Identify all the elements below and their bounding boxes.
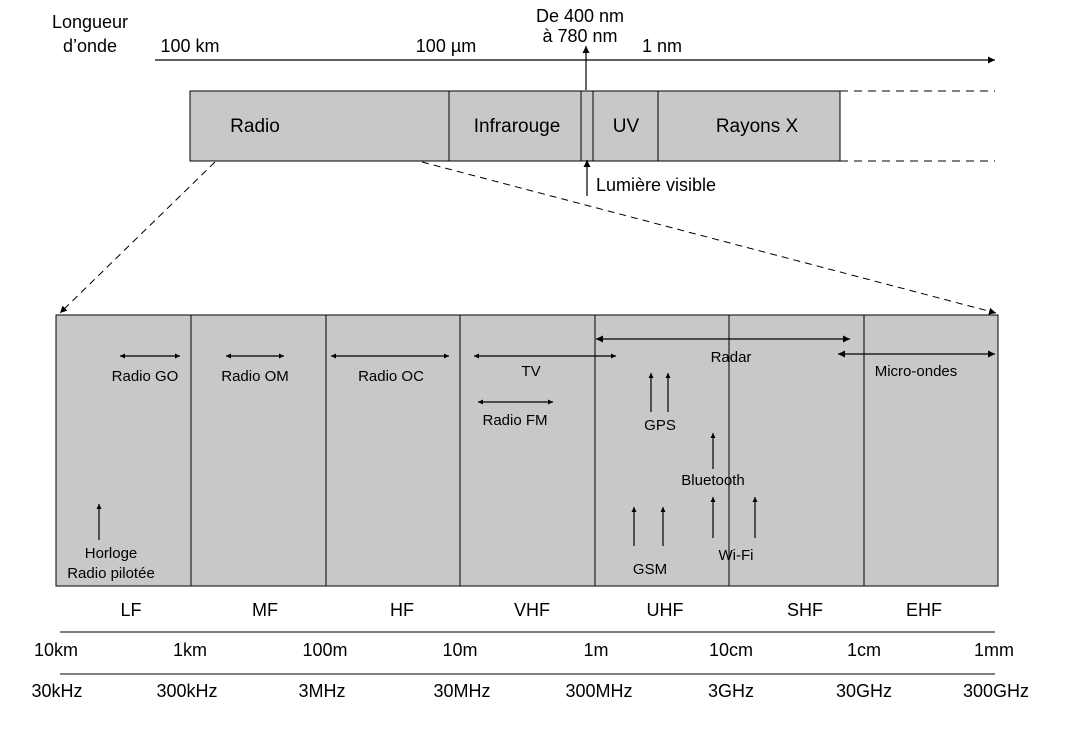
- band-name: HF: [390, 600, 414, 620]
- label-horloge: Horloge: [85, 545, 138, 562]
- label-gsm: GSM: [633, 561, 667, 578]
- label-radio-go: Radio GO: [112, 368, 179, 385]
- frequency-value: 300kHz: [156, 681, 217, 701]
- band-name: LF: [120, 600, 141, 620]
- label-radio-fm: Radio FM: [482, 412, 547, 429]
- wavelength-scale: 10km 1km 100m 10m 1m 10cm 1cm 1mm: [34, 640, 1014, 660]
- label-tv: TV: [521, 363, 540, 380]
- wavelength-value: 10m: [442, 640, 477, 660]
- spectrum-bar-background: [189, 90, 841, 162]
- frequency-value: 30GHz: [836, 681, 892, 701]
- wavelength-value: 1m: [583, 640, 608, 660]
- band-label-uv: UV: [613, 116, 640, 137]
- label-bluetooth: Bluetooth: [681, 472, 744, 489]
- band-name: SHF: [787, 600, 823, 620]
- zoom-line-right: [421, 161, 997, 315]
- band-name: MF: [252, 600, 278, 620]
- label-gps: GPS: [644, 417, 676, 434]
- zoom-line-left: [59, 161, 216, 314]
- wavelength-value: 10cm: [709, 640, 753, 660]
- wavelength-value: 10km: [34, 640, 78, 660]
- frequency-value: 3GHz: [708, 681, 754, 701]
- band-name: VHF: [514, 600, 550, 620]
- wavelength-axis: Longueur d’onde 100 km 100 µm 1 nm: [52, 12, 995, 64]
- label-micro-ondes: Micro-ondes: [875, 363, 958, 380]
- visible-light-label: Lumière visible: [596, 175, 716, 195]
- band-label-radio: Radio: [230, 116, 280, 137]
- axis-tick-label: 100 µm: [416, 36, 476, 56]
- wavelength-value: 100m: [302, 640, 347, 660]
- radio-band-names: LF MF HF VHF UHF SHF EHF: [120, 600, 942, 620]
- label-radio-oc: Radio OC: [358, 368, 424, 385]
- frequency-value: 30MHz: [433, 681, 490, 701]
- label-wifi: Wi-Fi: [719, 547, 754, 564]
- axis-title-line2: d’onde: [63, 36, 117, 56]
- label-radio-om: Radio OM: [221, 368, 289, 385]
- axis-tick-label: 1 nm: [642, 36, 682, 56]
- radio-box-background: [55, 314, 999, 587]
- wavelength-value: 1cm: [847, 640, 881, 660]
- band-label-infrarouge: Infrarouge: [474, 116, 561, 137]
- band-label-rayons-x: Rayons X: [716, 116, 799, 137]
- visible-range-line1: De 400 nm: [536, 6, 624, 26]
- spectrum-bar: Radio Infrarouge UV Rayons X: [189, 90, 995, 162]
- frequency-scale: 30kHz 300kHz 3MHz 30MHz 300MHz 3GHz 30GH…: [31, 681, 1029, 701]
- band-name: EHF: [906, 600, 942, 620]
- visible-range-line2: à 780 nm: [542, 26, 617, 46]
- frequency-value: 30kHz: [31, 681, 82, 701]
- wavelength-value: 1mm: [974, 640, 1014, 660]
- frequency-value: 300GHz: [963, 681, 1029, 701]
- frequency-value: 3MHz: [298, 681, 345, 701]
- frequency-value: 300MHz: [565, 681, 632, 701]
- axis-title-line1: Longueur: [52, 12, 128, 32]
- axis-tick-label: 100 km: [160, 36, 219, 56]
- band-name: UHF: [647, 600, 684, 620]
- wavelength-value: 1km: [173, 640, 207, 660]
- radio-detail-box: Radio GO Radio OM Radio OC TV Radar Micr…: [55, 314, 999, 587]
- label-radar: Radar: [711, 349, 752, 366]
- label-radio-pilotee: Radio pilotée: [67, 565, 155, 582]
